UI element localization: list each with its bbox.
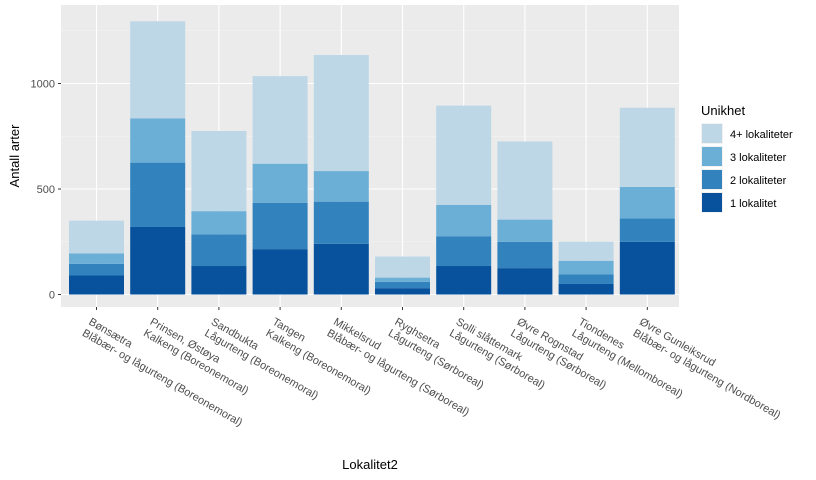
- bar-segment-3: [497, 219, 553, 242]
- legend-swatch: [702, 193, 722, 212]
- bar-segment-1: [436, 266, 492, 295]
- bar-segment-2: [436, 236, 492, 267]
- bar-segment-2: [130, 162, 186, 227]
- legend-swatch: [702, 147, 722, 166]
- bar-segment-4: [558, 241, 614, 261]
- bar-segment-4: [191, 130, 247, 212]
- bar-segment-1: [375, 288, 430, 295]
- bar-segment-3: [313, 171, 369, 202]
- bar-segment-4: [436, 105, 492, 205]
- legend-label: 4+ lokaliteter: [730, 129, 793, 141]
- bars: [69, 21, 675, 295]
- bar-segment-2: [69, 263, 124, 276]
- bar-segment-4: [619, 107, 675, 187]
- bar-segment-4: [313, 55, 369, 172]
- bar-segment-2: [497, 241, 553, 269]
- legend-swatch: [702, 170, 722, 189]
- legend-label: 1 lokalitet: [730, 198, 776, 210]
- y-tick-label: 0: [49, 290, 55, 302]
- bar-segment-3: [436, 204, 492, 237]
- bar-segment-1: [558, 283, 614, 295]
- bar-segment-2: [619, 218, 675, 242]
- y-tick-label: 1000: [31, 79, 55, 91]
- bar-segment-1: [69, 275, 124, 295]
- bar-segment-1: [313, 243, 369, 295]
- bar-segment-4: [252, 76, 308, 164]
- y-axis-ticks: 0 500 1000: [31, 79, 61, 302]
- bar-segment-3: [191, 211, 247, 235]
- bar-segment-3: [252, 163, 308, 203]
- bar-segment-2: [252, 202, 308, 250]
- bar-segment-3: [69, 253, 124, 264]
- legend-label: 3 lokaliteter: [730, 152, 787, 164]
- legend-label: 2 lokaliteter: [730, 175, 787, 187]
- legend-swatch: [702, 124, 722, 143]
- bar-segment-2: [375, 281, 430, 289]
- bar-segment-2: [558, 274, 614, 284]
- y-axis-title: Antall arter: [7, 124, 22, 188]
- bar-segment-1: [497, 268, 553, 295]
- bar-segment-1: [130, 226, 186, 295]
- bar-segment-3: [558, 260, 614, 275]
- bar-segment-1: [619, 241, 675, 295]
- legend-title: Unikhet: [701, 103, 745, 118]
- bar-segment-3: [619, 186, 675, 219]
- bar-segment-4: [497, 141, 553, 220]
- bar-segment-2: [313, 201, 369, 244]
- bar-segment-3: [375, 277, 430, 282]
- bar-segment-4: [130, 21, 186, 119]
- bar-segment-4: [375, 256, 430, 278]
- bar-segment-4: [69, 220, 124, 254]
- y-tick-label: 500: [37, 184, 55, 196]
- bar-segment-2: [191, 234, 247, 267]
- x-axis-title: Lokalitet2: [342, 457, 398, 472]
- bar-segment-1: [252, 249, 308, 295]
- bar-segment-1: [191, 266, 247, 295]
- legend: Unikhet 4+ lokaliteter 3 lokaliteter 2 lok…: [701, 103, 793, 213]
- bar-segment-3: [130, 118, 186, 163]
